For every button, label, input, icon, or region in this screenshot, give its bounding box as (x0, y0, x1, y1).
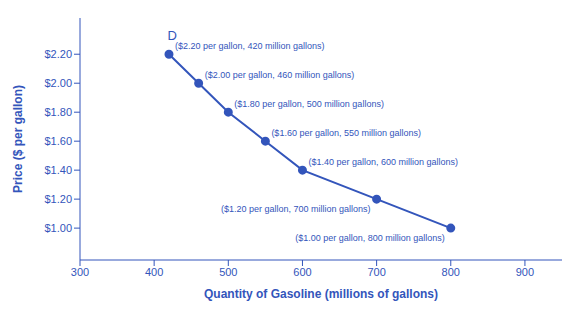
svg-text:800: 800 (442, 266, 460, 278)
svg-text:600: 600 (293, 266, 311, 278)
svg-text:Quantity of Gasoline (millions: Quantity of Gasoline (millions of gallon… (204, 287, 438, 301)
svg-text:($1.40 per gallon, 600 million: ($1.40 per gallon, 600 million gallons) (308, 157, 458, 167)
svg-text:D: D (168, 28, 177, 43)
svg-text:$1.00: $1.00 (44, 222, 72, 234)
svg-text:700: 700 (367, 266, 385, 278)
svg-text:$2.20: $2.20 (44, 48, 72, 60)
svg-text:($1.00 per gallon, 800 million: ($1.00 per gallon, 800 million gallons) (295, 233, 445, 243)
svg-text:($1.80 per gallon, 500 million: ($1.80 per gallon, 500 million gallons) (234, 99, 384, 109)
svg-text:($2.20 per gallon, 420 million: ($2.20 per gallon, 420 million gallons) (175, 41, 325, 51)
svg-text:900: 900 (516, 266, 534, 278)
svg-text:($2.00 per gallon, 460 million: ($2.00 per gallon, 460 million gallons) (205, 70, 355, 80)
svg-text:($1.20 per gallon, 700 million: ($1.20 per gallon, 700 million gallons) (221, 204, 371, 214)
svg-text:$1.60: $1.60 (44, 135, 72, 147)
svg-text:Price ($ per gallon): Price ($ per gallon) (11, 85, 25, 193)
svg-text:300: 300 (71, 266, 89, 278)
svg-text:$1.40: $1.40 (44, 164, 72, 176)
svg-text:500: 500 (219, 266, 237, 278)
svg-text:$2.00: $2.00 (44, 77, 72, 89)
svg-text:$1.80: $1.80 (44, 106, 72, 118)
svg-text:($1.60 per gallon, 550 million: ($1.60 per gallon, 550 million gallons) (271, 128, 421, 138)
svg-text:$1.20: $1.20 (44, 193, 72, 205)
svg-text:400: 400 (145, 266, 163, 278)
